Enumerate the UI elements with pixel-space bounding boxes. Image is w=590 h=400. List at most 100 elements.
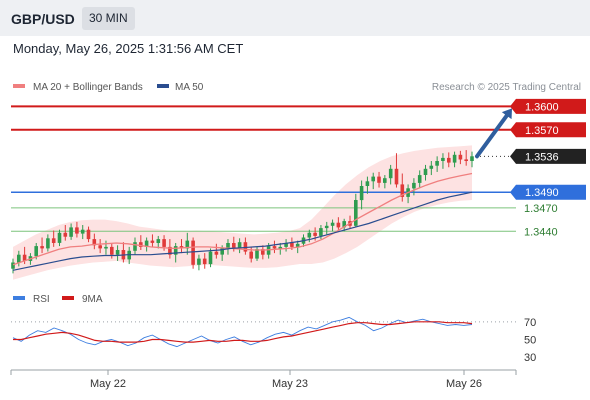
forecast-arrow-head <box>501 108 512 120</box>
candle-body <box>220 248 224 255</box>
candle-body <box>272 246 277 249</box>
candle-body <box>173 246 178 255</box>
timeframe-button[interactable]: 30 MIN <box>82 7 135 30</box>
candle-body <box>51 238 56 243</box>
candle-body <box>388 168 393 179</box>
candle-body <box>307 232 312 238</box>
candle-body <box>284 243 288 247</box>
bollinger-band-area <box>13 145 472 280</box>
candle-body <box>249 251 253 259</box>
rsi-ma-legend-swatch <box>62 296 74 300</box>
candle-body <box>429 165 434 169</box>
candle-body <box>412 182 416 189</box>
candle-body <box>104 246 108 249</box>
forecast-arrow-shaft <box>475 113 509 159</box>
candle-body <box>86 229 91 240</box>
candle-body <box>342 221 346 228</box>
chart-panel <box>0 36 590 400</box>
x-tick-label: May 22 <box>90 378 126 390</box>
candle-body <box>464 159 468 161</box>
rsi-ma-line <box>13 321 473 343</box>
candle-body <box>261 249 265 255</box>
rsi-line <box>12 316 473 348</box>
ma20-legend-label: MA 20 + Bollinger Bands <box>33 82 143 93</box>
resistance-price-label: 1.3600 <box>525 101 559 113</box>
candle-body <box>324 225 329 229</box>
last-price-label: 1.3536 <box>525 151 559 163</box>
candle-body <box>75 227 79 234</box>
candle-body <box>156 239 161 243</box>
candle-body <box>359 186 364 201</box>
candle-body <box>139 242 143 247</box>
candle-body <box>144 240 149 247</box>
x-axis: May 22 May 23 May 26 <box>10 370 517 390</box>
ma20-legend-swatch <box>13 84 25 88</box>
rsi-tick-label: 50 <box>524 335 536 347</box>
target-price-label: 1.3440 <box>524 226 558 238</box>
chart-header: GBP/USD 30 MIN <box>0 0 590 36</box>
timestamp: Monday, May 26, 2025 1:31:56 AM CET <box>13 41 244 56</box>
candle-body <box>441 157 445 161</box>
candle-body <box>452 154 457 163</box>
resistance-price-tag <box>510 122 586 138</box>
resistance-price-label: 1.3570 <box>525 125 559 137</box>
candle-body <box>330 222 335 226</box>
rsi-legend-label: RSI <box>33 294 50 305</box>
rsi-panel: 70 50 30 <box>11 317 536 364</box>
candle-body <box>295 243 300 247</box>
candle-body <box>470 156 474 161</box>
price-levels <box>11 105 516 232</box>
candle-body <box>162 239 166 247</box>
candle-body <box>226 243 230 249</box>
candle-body <box>423 168 428 175</box>
candlesticks <box>11 150 474 274</box>
symbol-label: GBP/USD <box>11 11 75 27</box>
forecast-arrow <box>475 108 512 159</box>
rsi-tick-label: 30 <box>524 352 536 364</box>
candle-body <box>133 242 137 251</box>
candle-body <box>57 232 62 243</box>
candle-body <box>185 240 190 249</box>
candle-body <box>46 238 50 249</box>
price-tags: 1.3600 1.3570 1.3536 1.3490 1.3470 1.3440 <box>510 98 586 238</box>
x-tick-label: May 26 <box>446 378 482 390</box>
candle-body <box>377 176 381 183</box>
candle-body <box>17 254 21 263</box>
moving-averages <box>12 172 473 271</box>
candle-body <box>383 178 387 183</box>
candle-body <box>365 181 370 186</box>
candle-body <box>80 229 85 234</box>
candle-body <box>400 184 405 197</box>
research-credit: Research © 2025 Trading Central <box>432 82 581 93</box>
candle-body <box>63 232 68 237</box>
ma50-legend-swatch <box>157 84 169 88</box>
candle-body <box>447 157 451 163</box>
ma50-line <box>12 191 473 271</box>
candle-body <box>197 258 201 265</box>
candle-body <box>208 251 213 265</box>
candle-body <box>202 258 207 265</box>
candle-body <box>214 251 219 255</box>
candle-body <box>179 246 184 249</box>
candle-body <box>115 250 120 255</box>
rsi-legend-swatch <box>13 296 25 300</box>
candle-body <box>191 240 195 265</box>
ma50-legend-label: MA 50 <box>175 82 204 93</box>
candle-body <box>98 245 102 249</box>
candle-body <box>22 254 27 261</box>
candle-body <box>40 246 44 249</box>
candle-body <box>354 200 358 226</box>
candle-body <box>237 242 242 248</box>
ma20-line <box>12 172 473 266</box>
resistance-price-tag <box>510 98 586 114</box>
candle-body <box>92 239 97 246</box>
candle-body <box>319 228 323 236</box>
candle-body <box>394 168 399 185</box>
candle-body <box>435 161 439 166</box>
candle-body <box>417 175 422 183</box>
x-tick-label: May 23 <box>272 378 308 390</box>
last-price-tag <box>510 148 586 164</box>
candle-body <box>313 232 317 236</box>
candle-body <box>150 240 155 243</box>
